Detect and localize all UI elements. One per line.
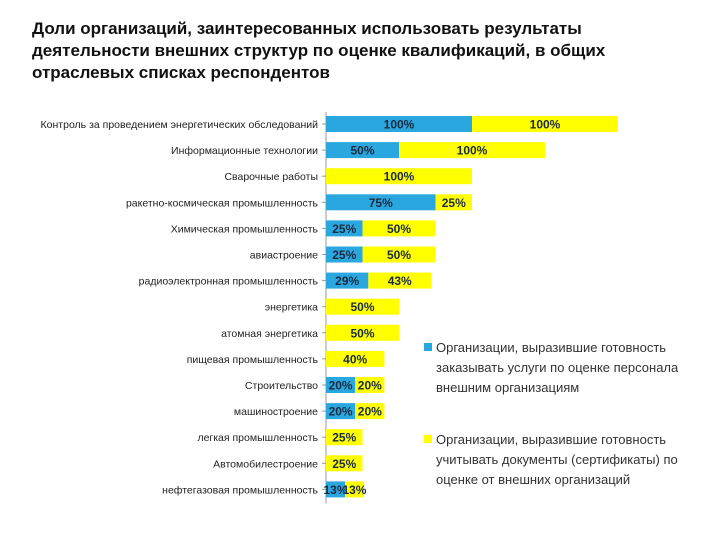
data-label: 13% — [323, 483, 347, 497]
bar-blue — [326, 272, 369, 289]
data-label: 100% — [384, 118, 415, 132]
legend-swatch-blue — [424, 343, 432, 351]
legend-label-series-1: Организации, выразившие готовность заказ… — [436, 340, 679, 395]
bar-yellow — [355, 377, 385, 393]
category-label: Информационные технологии — [171, 145, 318, 157]
legend-swatch-yellow — [424, 435, 432, 443]
bar-yellow — [355, 403, 385, 420]
bar-blue — [326, 220, 363, 237]
category-label: Сварочные работы — [224, 171, 318, 183]
bar-blue — [326, 142, 399, 159]
chart-title: Доли организаций, заинтересованных испол… — [32, 19, 606, 82]
bar-yellow — [326, 350, 385, 367]
data-label: 50% — [387, 248, 411, 262]
data-label: 50% — [350, 144, 374, 158]
bar-blue — [326, 116, 472, 132]
data-label: 100% — [530, 118, 561, 132]
data-label: 29% — [335, 274, 359, 288]
category-label: атомная энергетика — [221, 328, 318, 340]
data-label: 20% — [358, 379, 382, 393]
bar-yellow — [326, 324, 399, 341]
legend-item-series-1: Организации, выразившие готовность заказ… — [424, 338, 694, 398]
bar-blue — [326, 194, 436, 211]
data-label: 75% — [369, 196, 393, 210]
bar-yellow — [344, 481, 364, 498]
data-label: 25% — [332, 222, 356, 236]
category-label: энергетика — [265, 302, 318, 314]
data-label: 43% — [388, 274, 412, 288]
bar-yellow — [326, 429, 363, 446]
category-label: нефтегазовая промышленность — [162, 484, 318, 496]
bar-blue — [326, 246, 363, 263]
data-label: 25% — [332, 457, 356, 471]
data-label: 40% — [343, 352, 367, 366]
bar-yellow — [362, 220, 436, 237]
bar-yellow — [326, 298, 399, 315]
data-label: 20% — [329, 405, 353, 419]
bar-yellow — [435, 194, 472, 211]
category-label: радиоэлектронная промышленность — [139, 276, 319, 288]
bar-blue — [326, 481, 345, 498]
bar-yellow — [362, 246, 436, 263]
data-label: 100% — [457, 144, 488, 158]
data-label: 50% — [350, 326, 374, 340]
bar-blue — [326, 377, 356, 393]
data-label: 20% — [329, 379, 353, 393]
category-label: Химическая промышленность — [171, 223, 319, 235]
legend-label-series-2: Организации, выразившие готовность учиты… — [436, 432, 678, 487]
data-label: 25% — [332, 431, 356, 445]
category-label: машиностроение — [234, 406, 318, 418]
bar-yellow — [326, 168, 472, 185]
data-label: 25% — [332, 248, 356, 262]
legend-item-series-2: Организации, выразившие готовность учиты… — [424, 430, 694, 490]
category-label: Автомобилестроение — [213, 458, 318, 470]
bar-yellow — [472, 116, 618, 132]
category-label: легкая промышленность — [197, 432, 318, 444]
bar-yellow — [399, 142, 545, 159]
category-label: авиастроение — [250, 250, 318, 262]
data-label: 50% — [387, 222, 411, 236]
data-label: 100% — [384, 170, 415, 184]
data-label: 50% — [350, 300, 374, 314]
bar-yellow — [368, 272, 432, 289]
category-label: пищевая промышленность — [187, 354, 319, 366]
bar-yellow — [326, 455, 363, 472]
bar-blue — [326, 403, 356, 420]
data-label: 20% — [358, 405, 382, 419]
category-label: Строительство — [245, 380, 318, 392]
data-label: 25% — [442, 196, 466, 210]
category-label: ракетно-космическая промышленность — [126, 197, 319, 209]
category-label: Контроль за проведением энергетических о… — [41, 119, 319, 131]
data-label: 13% — [342, 483, 366, 497]
